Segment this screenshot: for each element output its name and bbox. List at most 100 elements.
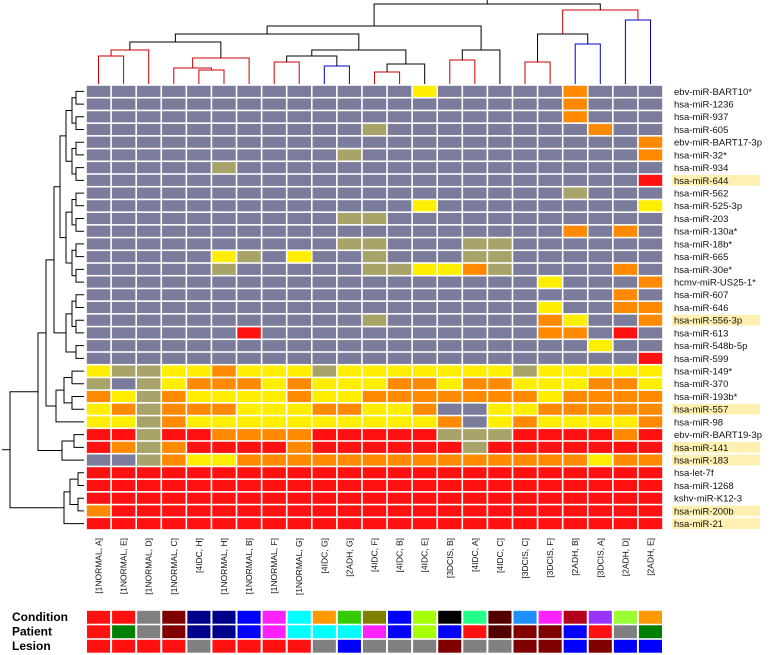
heatmap-cell [563,467,587,479]
heatmap-cell [588,123,613,136]
heatmap-cell [312,301,337,314]
heatmap-cell [463,429,487,441]
heatmap-cell [412,340,437,352]
heatmap-cell [463,403,487,415]
heatmap-cell [187,416,211,428]
heatmap-cell [613,416,638,428]
heatmap-cell [237,390,261,403]
heatmap-cell [111,251,136,263]
heatmap-cell [262,505,286,517]
dendrogram-link [192,57,250,84]
heatmap-cell [412,403,437,415]
heatmap-cell [463,467,487,479]
heatmap-cell [412,200,437,212]
heatmap-cell [187,263,211,275]
heatmap-cell [538,327,562,339]
heatmap-cell [463,340,487,352]
heatmap-cell [438,492,462,504]
heatmap-cell [362,301,387,314]
heatmap-cell [488,479,512,492]
heatmap-cell [463,238,487,250]
annotation-cell [212,610,236,624]
row-label: hsa-miR-613 [674,328,728,339]
heatmap-cell [387,251,412,263]
heatmap-cell [488,123,512,136]
dendrogram-link [63,491,84,525]
heatmap-cell [237,225,261,237]
heatmap-cell [412,314,437,326]
heatmap-cell [438,340,462,352]
heatmap-cell [187,162,211,174]
heatmap-cell [613,187,638,199]
heatmap-cell [488,263,512,275]
dendrogram-link [65,109,72,162]
heatmap-cell [513,225,537,237]
heatmap-cell [463,200,487,212]
heatmap-cell [237,85,261,97]
heatmap-cell [613,352,638,364]
heatmap-cell [162,505,186,517]
heatmap-cell [312,479,337,492]
heatmap-cell [262,263,286,275]
heatmap-cell [613,289,638,301]
column-label: [3DCIS, A] [595,538,605,578]
heatmap-cell [111,365,136,377]
heatmap-cell [187,111,211,123]
heatmap-cell [337,378,362,390]
heatmap-cell [287,136,311,148]
heatmap-cell [237,467,261,479]
heatmap-cell [488,403,512,415]
heatmap-cell [136,340,161,352]
heatmap-cell [387,340,412,352]
heatmap-cell [237,111,261,123]
heatmap-cell [136,187,161,199]
heatmap-cell [412,505,437,517]
heatmap-cell [412,225,437,237]
heatmap-cell [438,403,462,415]
heatmap-cell [412,441,437,453]
annotation-cell [588,625,612,639]
annotation-cell [137,625,161,639]
heatmap-cell [262,441,286,453]
annotation-cell [162,639,186,653]
dendrogram-link [461,49,501,84]
heatmap-cell [86,149,111,161]
heatmap-cell [613,123,638,136]
heatmap-cell [86,378,111,390]
heatmap-cell [387,111,412,123]
heatmap-cell [262,85,286,97]
heatmap-cell [162,174,186,186]
heatmap-cell [312,123,337,136]
heatmap-cell [237,263,261,275]
heatmap-cell [463,289,487,301]
heatmap-cell [538,174,562,186]
heatmap-cell [86,518,111,530]
heatmap-cell [513,301,537,314]
heatmap-cell [337,301,362,314]
heatmap-cell [588,416,613,428]
heatmap-cell [312,403,337,415]
heatmap-cell [287,378,311,390]
heatmap-cell [488,136,512,148]
heatmap-cell [212,454,236,466]
heatmap-cell [412,98,437,110]
heatmap-cell [237,441,261,453]
dendrogram-link [75,167,84,181]
heatmap-cell [438,123,462,136]
annotation-cell [162,625,186,639]
heatmap-cell [212,200,236,212]
heatmap-cell [212,289,236,301]
heatmap-cell [513,276,537,288]
heatmap-cell [187,98,211,110]
heatmap-cell [337,340,362,352]
heatmap-cell [262,111,286,123]
heatmap-cell [212,518,236,530]
heatmap-cell [312,162,337,174]
heatmap-cell [362,429,387,441]
heatmap-cell [588,454,613,466]
heatmap-cell [488,174,512,186]
column-label: [1NORMAL, D] [144,538,154,595]
heatmap-cell [312,454,337,466]
heatmap-cell [337,276,362,288]
heatmap-cell [162,340,186,352]
